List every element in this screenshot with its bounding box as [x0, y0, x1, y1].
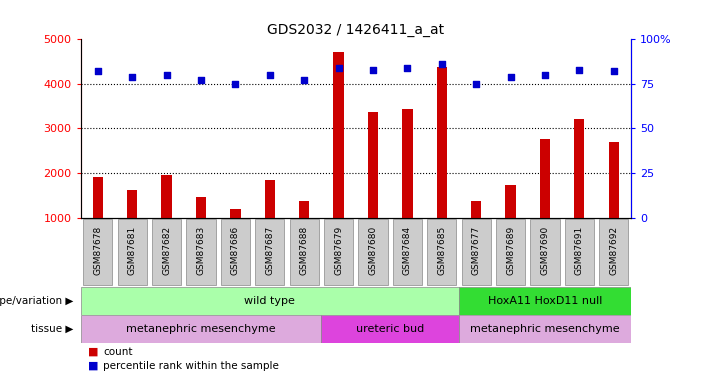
Bar: [471, 201, 482, 217]
FancyBboxPatch shape: [496, 219, 525, 285]
Title: GDS2032 / 1426411_a_at: GDS2032 / 1426411_a_at: [267, 23, 444, 37]
Text: GSM87689: GSM87689: [506, 226, 515, 275]
FancyBboxPatch shape: [255, 219, 285, 285]
FancyBboxPatch shape: [461, 219, 491, 285]
Point: [367, 67, 379, 73]
FancyBboxPatch shape: [81, 287, 459, 315]
Point: [436, 61, 447, 68]
Bar: [574, 118, 585, 218]
FancyBboxPatch shape: [459, 315, 631, 343]
Point: [161, 72, 172, 78]
Bar: [505, 186, 516, 218]
Text: ■: ■: [88, 361, 98, 371]
Text: GSM87683: GSM87683: [196, 226, 205, 275]
FancyBboxPatch shape: [83, 219, 112, 285]
Point: [608, 68, 619, 74]
FancyBboxPatch shape: [599, 219, 628, 285]
Text: GSM87688: GSM87688: [299, 226, 308, 275]
Text: GSM87678: GSM87678: [93, 226, 102, 275]
Text: tissue ▶: tissue ▶: [32, 324, 74, 334]
Text: metanephric mesenchyme: metanephric mesenchyme: [470, 324, 620, 334]
FancyBboxPatch shape: [358, 219, 388, 285]
Bar: [437, 67, 447, 218]
Text: HoxA11 HoxD11 null: HoxA11 HoxD11 null: [488, 296, 602, 306]
Point: [264, 72, 275, 78]
Text: GSM87677: GSM87677: [472, 226, 481, 275]
FancyBboxPatch shape: [81, 315, 321, 343]
Point: [93, 68, 104, 74]
Point: [230, 81, 241, 87]
Point: [470, 81, 482, 87]
Bar: [334, 52, 343, 217]
Text: metanephric mesenchyme: metanephric mesenchyme: [126, 324, 275, 334]
Bar: [540, 139, 550, 218]
FancyBboxPatch shape: [290, 219, 319, 285]
FancyBboxPatch shape: [393, 219, 422, 285]
FancyBboxPatch shape: [221, 219, 250, 285]
Text: GSM87680: GSM87680: [369, 226, 377, 275]
Point: [127, 74, 138, 80]
Bar: [608, 142, 619, 218]
FancyBboxPatch shape: [459, 287, 631, 315]
Text: GSM87686: GSM87686: [231, 226, 240, 275]
Point: [505, 74, 516, 80]
Text: GSM87692: GSM87692: [609, 226, 618, 275]
Text: wild type: wild type: [245, 296, 295, 306]
Point: [196, 77, 207, 83]
Text: percentile rank within the sample: percentile rank within the sample: [103, 361, 279, 371]
Text: GSM87685: GSM87685: [437, 226, 447, 275]
FancyBboxPatch shape: [186, 219, 216, 285]
Point: [333, 65, 344, 71]
Text: GSM87679: GSM87679: [334, 226, 343, 275]
Text: genotype/variation ▶: genotype/variation ▶: [0, 296, 74, 306]
Bar: [161, 175, 172, 217]
Point: [299, 77, 310, 83]
Bar: [368, 111, 378, 218]
Text: count: count: [103, 347, 132, 357]
Bar: [264, 180, 275, 218]
Point: [402, 65, 413, 71]
FancyBboxPatch shape: [324, 219, 353, 285]
Text: GSM87687: GSM87687: [265, 226, 274, 275]
FancyBboxPatch shape: [321, 315, 459, 343]
Bar: [93, 177, 103, 218]
Bar: [402, 109, 412, 217]
FancyBboxPatch shape: [530, 219, 559, 285]
Text: GSM87691: GSM87691: [575, 226, 584, 275]
Point: [573, 67, 585, 73]
FancyBboxPatch shape: [427, 219, 456, 285]
Bar: [127, 190, 137, 217]
Text: GSM87681: GSM87681: [128, 226, 137, 275]
FancyBboxPatch shape: [118, 219, 147, 285]
Point: [539, 72, 550, 78]
FancyBboxPatch shape: [152, 219, 182, 285]
Text: GSM87690: GSM87690: [540, 226, 550, 275]
Text: ureteric bud: ureteric bud: [356, 324, 424, 334]
Bar: [230, 209, 240, 218]
Text: GSM87682: GSM87682: [162, 226, 171, 275]
FancyBboxPatch shape: [565, 219, 594, 285]
Bar: [196, 198, 206, 217]
Text: ■: ■: [88, 347, 98, 357]
Bar: [299, 201, 309, 217]
Text: GSM87684: GSM87684: [403, 226, 412, 275]
